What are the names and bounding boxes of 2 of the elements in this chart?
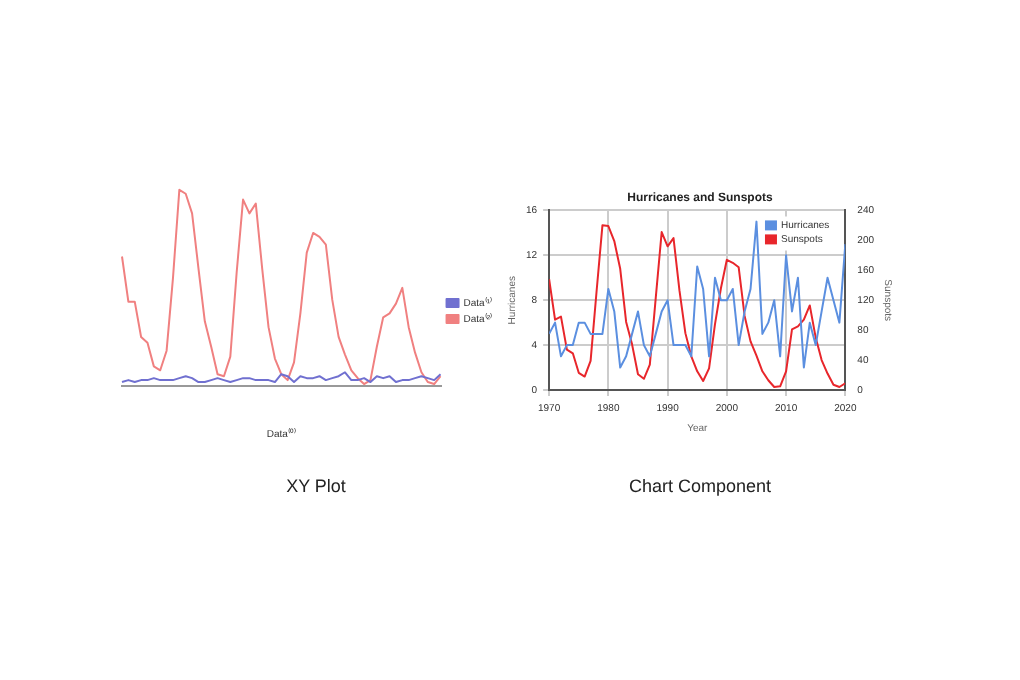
text: XY Plot — [284, 476, 348, 496]
text: Chart Component — [626, 476, 774, 496]
